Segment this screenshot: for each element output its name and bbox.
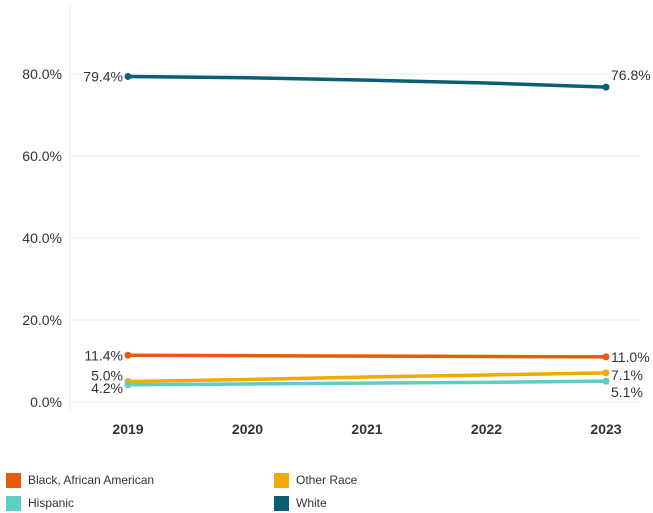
data-point-black-african-american-end <box>602 353 610 361</box>
legend-label-white: White <box>296 496 327 510</box>
line-chart: 0.0% 20.0% 40.0% 60.0% 80.0% 2019 2020 2021 2022… <box>22 5 651 437</box>
x-tick-label: 2022 <box>471 421 502 437</box>
y-tick-label: 40.0% <box>22 230 62 246</box>
data-label-hispanic-start: 4.2% <box>91 380 123 396</box>
data-point-white-start <box>124 72 132 80</box>
chart-area: 0.0% 20.0% 40.0% 60.0% 80.0% 2019 2020 2021 2022… <box>22 5 651 437</box>
data-label-black-african-american-end: 11.0% <box>611 349 650 365</box>
data-point-black-african-american-start <box>124 351 132 359</box>
legend-label-hispanic: Hispanic <box>28 496 75 510</box>
legend-swatch-black <box>6 472 21 488</box>
series-line-black-african-american <box>126 353 608 359</box>
series-line-white <box>126 74 608 89</box>
x-tick-label: 2019 <box>112 421 143 437</box>
data-label-white-start: 79.4% <box>83 68 123 84</box>
legend-label-other-race: Other Race <box>296 473 358 487</box>
series-line-other-race <box>126 371 608 384</box>
legend-swatch-hispanic <box>6 495 21 511</box>
legend: Black, African American Other Race Hispa… <box>0 462 653 513</box>
legend-label-black: Black, African American <box>28 473 155 487</box>
data-point-hispanic-end <box>602 377 610 385</box>
data-label-white-end: 76.8% <box>611 67 651 83</box>
y-tick-label: 80.0% <box>22 66 62 82</box>
x-tick-label: 2021 <box>351 421 382 437</box>
series-line-hispanic <box>126 379 608 387</box>
data-point-white-end <box>602 83 610 91</box>
x-tick-label: 2020 <box>232 421 263 437</box>
legend-item-white[interactable]: White <box>274 493 327 513</box>
y-tick-label: 20.0% <box>22 312 62 328</box>
legend-item-other-race[interactable]: Other Race <box>274 470 357 490</box>
data-label-other-race-end: 7.1% <box>611 367 643 383</box>
data-label-black-african-american-start: 11.4% <box>84 347 123 363</box>
data-point-other-race-end <box>602 369 610 377</box>
legend-item-black[interactable]: Black, African American <box>6 470 154 490</box>
data-label-hispanic-end: 5.1% <box>611 384 643 400</box>
y-tick-label: 0.0% <box>30 394 62 410</box>
legend-item-hispanic[interactable]: Hispanic <box>6 493 74 513</box>
legend-swatch-white <box>274 495 289 511</box>
data-point-hispanic-start <box>124 381 132 389</box>
legend-swatch-other-race <box>274 472 289 488</box>
x-tick-label: 2023 <box>590 421 621 437</box>
y-tick-label: 60.0% <box>22 148 62 164</box>
data-label-other-race-start: 5.0% <box>91 368 123 384</box>
